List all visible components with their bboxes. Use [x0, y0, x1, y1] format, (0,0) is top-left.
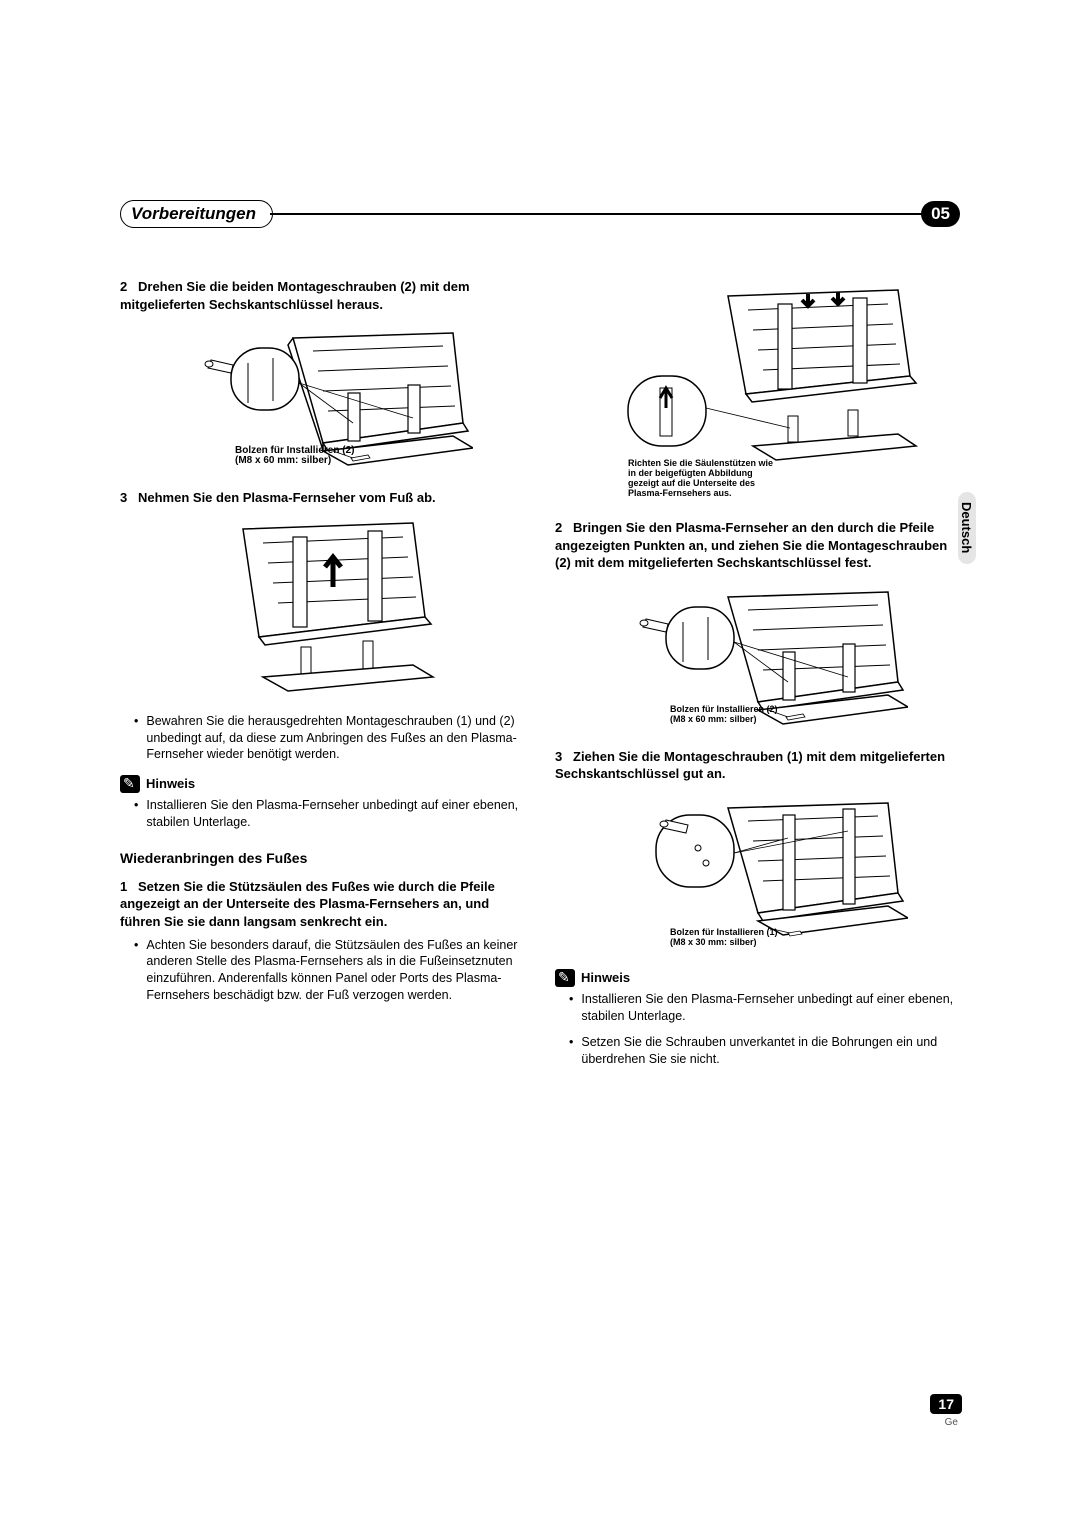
- page: Vorbereitungen 05 2Drehen Sie die beiden…: [0, 0, 1080, 1138]
- step-text: Setzen Sie die Stützsäulen des Fußes wie…: [120, 879, 495, 929]
- figure-right-3: Bolzen für Installieren (1) (M8 x 30 mm:…: [555, 793, 960, 953]
- language-label: Deutsch: [959, 502, 974, 553]
- left-bullet-1: Bewahren Sie die herausgedrehten Montage…: [134, 713, 525, 764]
- right-step-3: 3Ziehen Sie die Montageschrauben (1) mit…: [555, 748, 960, 783]
- note-row: Hinweis: [555, 969, 960, 987]
- fig-caption: (M8 x 60 mm: silber): [670, 714, 757, 724]
- fig-caption: Bolzen für Installieren (2): [670, 704, 778, 714]
- content-columns: 2Drehen Sie die beiden Montageschrauben …: [120, 278, 960, 1078]
- note-icon: [120, 775, 140, 793]
- fig-caption: Bolzen für Installieren (1): [670, 927, 778, 937]
- page-lang-code: Ge: [945, 1417, 958, 1428]
- note-row: Hinweis: [120, 775, 525, 793]
- note-label: Hinweis: [146, 775, 195, 793]
- figure-right-2: Bolzen für Installieren (2) (M8 x 60 mm:…: [555, 582, 960, 732]
- left-note-bullet: Installieren Sie den Plasma-Fernseher un…: [134, 797, 525, 831]
- chapter-title: Vorbereitungen: [120, 200, 273, 228]
- step-number: 3: [120, 489, 138, 507]
- fig-caption: gezeigt auf die Unterseite des: [628, 478, 755, 488]
- step-number: 2: [120, 278, 138, 296]
- note-icon: [555, 969, 575, 987]
- left-column: 2Drehen Sie die beiden Montageschrauben …: [120, 278, 525, 1078]
- left-step-2: 2Drehen Sie die beiden Montageschrauben …: [120, 278, 525, 313]
- left-step-3: 3Nehmen Sie den Plasma-Fernseher vom Fuß…: [120, 489, 525, 507]
- reattach-step-1: 1Setzen Sie die Stützsäulen des Fußes wi…: [120, 878, 525, 931]
- figure-left-2: [120, 517, 525, 697]
- step-text: Nehmen Sie den Plasma-Fernseher vom Fuß …: [138, 490, 436, 505]
- step-text: Bringen Sie den Plasma-Fernseher an den …: [555, 520, 947, 570]
- header-bar: Vorbereitungen 05: [120, 200, 960, 228]
- note-label: Hinweis: [581, 969, 630, 987]
- fig-caption-line2: (M8 x 60 mm: silber): [235, 455, 331, 466]
- header-rule: [270, 213, 924, 215]
- subheading-reattach: Wiederanbringen des Fußes: [120, 849, 525, 868]
- figure-left-1: Bolzen für Installieren (2) (M8 x 60 mm:…: [120, 323, 525, 473]
- step-text: Drehen Sie die beiden Montageschrauben (…: [120, 279, 470, 312]
- chapter-number-badge: 05: [921, 201, 960, 227]
- reattach-bullet: Achten Sie besonders darauf, die Stützsä…: [134, 937, 525, 1005]
- fig-caption: (M8 x 30 mm: silber): [670, 937, 757, 947]
- figure-right-1: Richten Sie die Säulenstützen wie in der…: [555, 288, 960, 503]
- right-column: Richten Sie die Säulenstützen wie in der…: [555, 278, 960, 1078]
- right-note-bullet-2: Setzen Sie die Schrauben unverkantet in …: [569, 1034, 960, 1068]
- step-text: Ziehen Sie die Montageschrauben (1) mit …: [555, 749, 945, 782]
- right-note-bullet-1: Installieren Sie den Plasma-Fernseher un…: [569, 991, 960, 1025]
- fig-caption: Richten Sie die Säulenstützen wie: [628, 458, 773, 468]
- right-step-2: 2Bringen Sie den Plasma-Fernseher an den…: [555, 519, 960, 572]
- step-number: 1: [120, 878, 138, 896]
- fig-caption: Plasma-Fernsehers aus.: [628, 488, 732, 498]
- step-number: 3: [555, 748, 573, 766]
- page-number-badge: 17: [930, 1394, 962, 1414]
- fig-caption: in der beigefügten Abbildung: [628, 468, 753, 478]
- step-number: 2: [555, 519, 573, 537]
